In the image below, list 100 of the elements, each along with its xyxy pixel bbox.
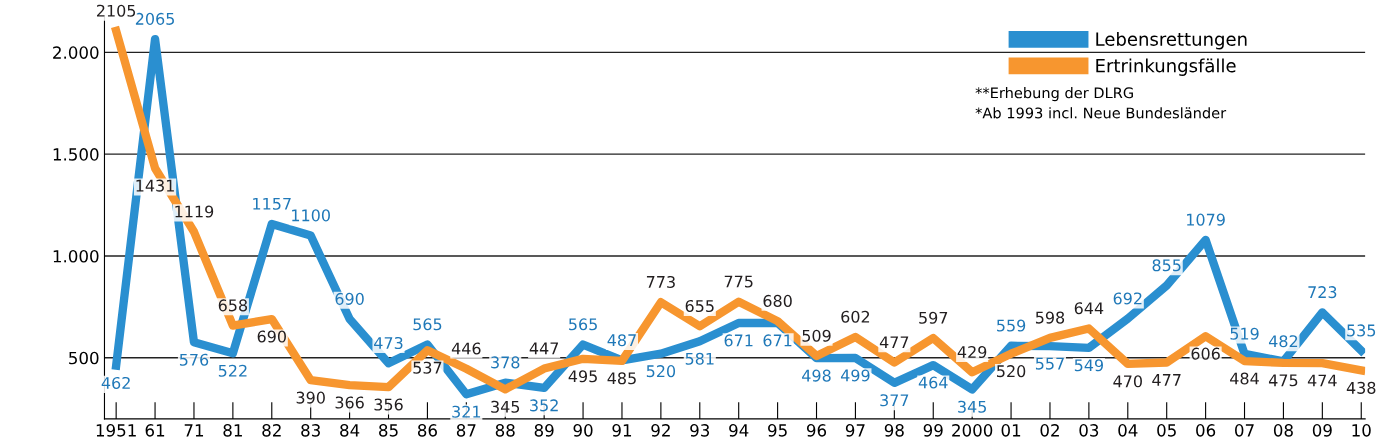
data-label: 1157: [253, 197, 291, 210]
data-label: 1079: [1187, 213, 1225, 226]
y-tick-label: 1.500: [53, 148, 99, 161]
data-label: 565: [413, 318, 442, 331]
data-label: 598: [1035, 311, 1065, 324]
data-label: 658: [218, 299, 248, 312]
data-label: 499: [840, 369, 870, 382]
data-label: 475: [1268, 374, 1298, 387]
data-label: 520: [646, 365, 676, 378]
data-label: 775: [724, 275, 753, 288]
data-label: 473: [374, 337, 403, 350]
data-label: 581: [685, 352, 714, 365]
data-label: 377: [880, 394, 909, 407]
data-label: 477: [1152, 374, 1181, 386]
data-label: 462: [101, 376, 130, 389]
x-tick-label: 93: [690, 424, 710, 437]
data-label: 482: [1268, 335, 1298, 348]
data-label: 855: [1152, 259, 1181, 272]
data-label: 597: [919, 311, 948, 324]
data-label: 520: [997, 365, 1026, 378]
x-tick-label: 01: [1001, 424, 1021, 437]
data-label: 690: [335, 292, 364, 305]
x-tick-label: 81: [223, 424, 242, 437]
x-tick-label: 05: [1157, 424, 1176, 437]
data-label: 2065: [135, 12, 174, 25]
data-label: 602: [841, 310, 870, 323]
data-label: 356: [374, 398, 403, 411]
x-tick-label: 08: [1273, 424, 1293, 437]
data-label: 576: [179, 353, 209, 366]
data-label: 366: [335, 396, 364, 409]
x-tick-label: 85: [379, 424, 398, 437]
x-tick-label: 90: [573, 424, 593, 437]
annotation: **Erhebung der DLRG: [975, 87, 1133, 102]
data-label: 519: [1230, 327, 1259, 340]
data-label: 484: [1230, 372, 1259, 385]
x-tick-label: 04: [1118, 424, 1138, 437]
data-label: 537: [413, 361, 442, 374]
x-tick-label: 03: [1079, 424, 1099, 437]
data-label: 1100: [292, 209, 330, 222]
x-tick-label: 95: [768, 424, 787, 437]
data-label: 447: [529, 342, 559, 355]
data-label: 565: [569, 318, 597, 331]
x-tick-label: 61: [145, 424, 165, 437]
data-label: 671: [763, 334, 792, 347]
x-tick-label: 89: [534, 424, 554, 437]
data-label: 1431: [136, 179, 174, 192]
data-label: 509: [802, 329, 831, 342]
data-label: 485: [607, 372, 636, 385]
data-label: 378: [491, 356, 520, 369]
data-label: 352: [530, 399, 558, 412]
x-tick-label: 98: [884, 424, 904, 437]
data-label: 429: [957, 345, 987, 359]
data-label: 470: [1113, 375, 1142, 388]
y-tick-label: 500: [69, 351, 99, 365]
data-label: 446: [451, 342, 481, 355]
y-tick-label: 2.000: [53, 46, 99, 59]
data-label: 549: [1074, 359, 1103, 372]
x-tick-label: 02: [1040, 424, 1059, 437]
data-label: 345: [958, 400, 986, 413]
x-tick-label: 83: [301, 424, 320, 437]
data-label: 477: [879, 336, 909, 349]
legend-label: Ertrinkungsfälle: [1096, 58, 1236, 76]
data-label: 723: [1308, 286, 1337, 299]
x-tick-label: 96: [806, 424, 827, 437]
data-label: 671: [724, 334, 753, 347]
x-tick-label: 2000: [952, 424, 993, 437]
data-label: 644: [1074, 302, 1104, 315]
data-label: 464: [918, 376, 948, 389]
data-label: 692: [1113, 292, 1142, 305]
x-tick-label: 09: [1312, 424, 1332, 437]
y-tick-label: 1.000: [53, 249, 99, 263]
x-tick-label: 06: [1196, 424, 1216, 437]
x-tick-label: 82: [262, 424, 281, 437]
x-tick-label: 1951: [96, 424, 136, 437]
data-label: 522: [218, 364, 247, 377]
data-label: 2105: [96, 4, 136, 17]
data-label: 655: [685, 299, 714, 313]
x-tick-label: 10: [1352, 424, 1371, 437]
x-tick-label: 87: [456, 424, 476, 437]
data-label: 498: [802, 369, 831, 382]
data-label: 1119: [175, 205, 214, 218]
x-tick-label: 99: [923, 424, 943, 437]
x-tick-label: 86: [417, 424, 437, 437]
data-label: 495: [568, 370, 597, 383]
data-label: 487: [607, 334, 636, 347]
data-label: 321: [452, 405, 481, 418]
x-tick-label: 91: [612, 424, 632, 437]
x-tick-label: 97: [845, 424, 865, 437]
data-label: 559: [997, 319, 1026, 332]
x-tick-label: 07: [1235, 424, 1254, 437]
x-tick-label: 71: [184, 424, 204, 437]
data-label: 773: [646, 275, 675, 288]
x-tick-label: 88: [495, 424, 515, 437]
data-label: 680: [763, 294, 792, 307]
annotation: *Ab 1993 incl. Neue Bundesländer: [975, 107, 1227, 119]
data-label: 690: [257, 330, 286, 343]
x-tick-label: 84: [340, 424, 360, 437]
data-label: 535: [1347, 324, 1376, 337]
data-label: 606: [1191, 347, 1220, 360]
data-label: 557: [1035, 357, 1064, 370]
